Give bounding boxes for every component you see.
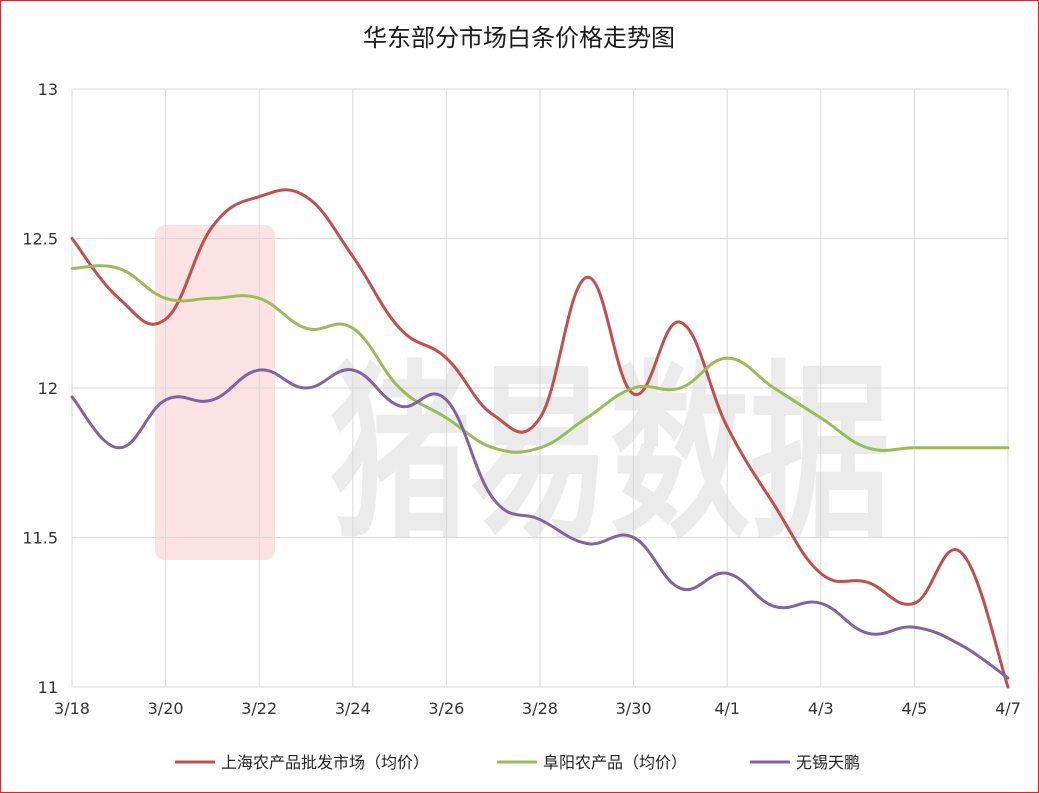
x-tick-label: 3/20 xyxy=(148,699,184,718)
x-tick-label: 4/5 xyxy=(902,699,928,718)
legend-label: 阜阳农产品（均价） xyxy=(543,753,687,772)
legend-label: 上海农产品批发市场（均价） xyxy=(221,753,429,772)
series-line-1 xyxy=(70,188,1010,689)
y-tick-label: 12.5 xyxy=(22,230,58,249)
x-tick-label: 4/7 xyxy=(995,699,1021,718)
legend-label: 无锡天鹏 xyxy=(796,753,860,772)
x-tick-label: 4/1 xyxy=(714,699,740,718)
x-tick-label: 3/18 xyxy=(54,699,90,718)
watermark-logo xyxy=(155,225,275,560)
x-tick-label: 3/22 xyxy=(241,699,277,718)
x-tick-label: 4/3 xyxy=(808,699,834,718)
y-tick-label: 13 xyxy=(38,80,58,99)
watermark-text: 猪易数据 xyxy=(330,344,890,565)
chart-title: 华东部分市场白条价格走势图 xyxy=(363,24,675,52)
y-tick-label: 11 xyxy=(38,678,58,697)
watermark: 猪易数据 xyxy=(155,225,890,565)
grid xyxy=(71,88,1009,688)
series-line-3 xyxy=(70,368,1010,680)
x-axis-ticks: 3/18 3/20 3/22 3/24 3/26 3/28 3/30 4/1 4/3 4/5 4/7 xyxy=(54,699,1021,718)
x-tick-label: 3/30 xyxy=(616,699,652,718)
x-tick-label: 3/24 xyxy=(335,699,371,718)
series-line-2 xyxy=(70,264,1010,454)
x-tick-label: 3/26 xyxy=(428,699,464,718)
y-axis-ticks: 11 11.5 12 12.5 13 xyxy=(22,80,58,697)
series-lines xyxy=(70,188,1010,689)
legend: 上海农产品批发市场（均价） 阜阳农产品（均价） 无锡天鹏 xyxy=(175,753,860,772)
y-tick-label: 12 xyxy=(38,379,58,398)
x-tick-label: 3/28 xyxy=(522,699,558,718)
y-tick-label: 11.5 xyxy=(22,529,58,548)
